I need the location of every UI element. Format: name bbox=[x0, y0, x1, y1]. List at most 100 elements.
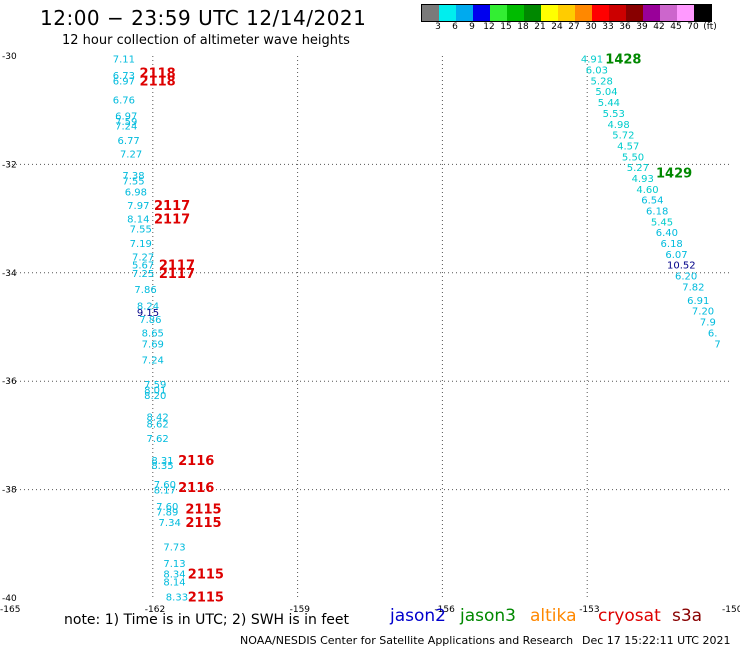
lon-tick-label: -150 bbox=[722, 605, 740, 615]
color-swatch bbox=[626, 5, 643, 21]
credit-line: NOAA/NESDIS Center for Satellite Applica… bbox=[240, 634, 574, 647]
lon-tick-label: -159 bbox=[290, 605, 311, 615]
swh-observation: 6.18 bbox=[661, 239, 683, 250]
swh-observation: 7.86 bbox=[139, 315, 161, 326]
swh-observation: 7.60 bbox=[154, 480, 176, 491]
lat-tick-label: -40 bbox=[2, 594, 17, 604]
color-swatch bbox=[694, 5, 711, 21]
swh-observation: 6.03 bbox=[586, 66, 608, 77]
swh-observation: 5.72 bbox=[612, 131, 634, 142]
color-scale-label: 9 bbox=[469, 22, 475, 32]
swh-observation: 8.31 bbox=[151, 456, 173, 467]
lat-tick-label: -34 bbox=[2, 269, 17, 279]
swh-observation: 7.20 bbox=[692, 307, 714, 318]
swh-observation: 7.62 bbox=[146, 434, 168, 445]
swh-observation: 8.17 bbox=[154, 486, 176, 497]
color-swatch bbox=[439, 5, 456, 21]
color-swatch bbox=[575, 5, 592, 21]
swh-observation: 7.24 bbox=[142, 356, 164, 367]
color-swatch bbox=[524, 5, 541, 21]
swh-observation: 7.60 bbox=[156, 502, 178, 513]
lat-tick-label: -32 bbox=[2, 160, 17, 170]
pass-number-label: 2118 bbox=[140, 74, 176, 89]
swh-observation: 8.35 bbox=[151, 461, 173, 472]
swh-observation: 8.62 bbox=[146, 419, 168, 430]
swh-observation: 7.38 bbox=[122, 171, 144, 182]
swh-observation: 8.33 bbox=[166, 592, 188, 603]
swh-observation: 6. bbox=[708, 328, 718, 339]
swh-observation: 7.27 bbox=[120, 150, 142, 161]
lon-tick-label: -156 bbox=[434, 605, 455, 615]
swh-observation: 7.11 bbox=[113, 55, 135, 66]
swh-observation: 4.98 bbox=[607, 120, 629, 131]
swh-observation: 7.89 bbox=[156, 507, 178, 518]
swh-observation: 7.55 bbox=[122, 177, 144, 188]
lon-tick-label: -153 bbox=[579, 605, 599, 615]
swh-observation: 5.67 bbox=[132, 261, 154, 272]
swh-observation: 8.42 bbox=[146, 412, 168, 423]
color-scale-label: 6 bbox=[452, 22, 458, 32]
swh-observation: 7.25 bbox=[132, 269, 154, 280]
swh-observation: 10.52 bbox=[667, 261, 696, 272]
legend-s3a: s3a bbox=[672, 606, 703, 626]
lon-tick-label: -162 bbox=[145, 605, 165, 615]
pass-number-label: 2117 bbox=[159, 259, 195, 274]
swh-observation: 7.69 bbox=[142, 339, 164, 350]
color-swatch bbox=[558, 5, 575, 21]
color-scale-label: (ft) bbox=[703, 22, 717, 32]
color-swatch bbox=[490, 5, 507, 21]
color-scale-label: 18 bbox=[517, 22, 529, 32]
pass-number-label: 2115 bbox=[185, 516, 221, 531]
pass-number-label: 2117 bbox=[154, 213, 190, 228]
color-swatch bbox=[507, 5, 524, 21]
swh-observation: 7.24 bbox=[115, 121, 137, 132]
legend-jason2: jason2 bbox=[390, 606, 446, 626]
swh-observation: 4.91 bbox=[581, 55, 603, 66]
legend-cryosat: cryosat bbox=[598, 606, 661, 626]
color-swatch bbox=[473, 5, 490, 21]
color-scale-label: 42 bbox=[653, 22, 665, 32]
swh-observation: 7.13 bbox=[163, 559, 185, 570]
swh-observation: 6.18 bbox=[646, 206, 668, 217]
page-title: 12:00 − 23:59 UTC 12/14/2021 bbox=[40, 6, 367, 30]
swh-observation: 7.86 bbox=[134, 285, 156, 296]
color-scale-label: 3 bbox=[435, 22, 441, 32]
swh-observation: 7.97 bbox=[127, 201, 149, 212]
swh-observation: 8.20 bbox=[144, 391, 166, 402]
swh-observation: 5.53 bbox=[603, 109, 625, 120]
swh-observation: 6.76 bbox=[113, 95, 135, 106]
pass-number-label: 2117 bbox=[159, 267, 195, 282]
color-scale-label: 21 bbox=[534, 22, 546, 32]
color-scale-label: 27 bbox=[568, 22, 580, 32]
pass-number-label: 2115 bbox=[185, 503, 221, 518]
generated-timestamp: Dec 17 15:22:11 UTC 2021 bbox=[582, 634, 731, 647]
swh-observation: 6.40 bbox=[656, 228, 678, 239]
swh-observation: 6.97 bbox=[113, 76, 135, 87]
swh-observation: 7 bbox=[714, 339, 720, 350]
swh-observation: 4.60 bbox=[636, 185, 658, 196]
swh-observation: 7.34 bbox=[159, 518, 181, 529]
pass-number-label: 2115 bbox=[188, 590, 224, 605]
lat-tick-label: -38 bbox=[2, 486, 17, 496]
pass-number-label: 2116 bbox=[178, 454, 214, 469]
swh-observation: 7.19 bbox=[130, 239, 152, 250]
swh-observation: 7.73 bbox=[163, 543, 185, 554]
color-swatch bbox=[456, 5, 473, 21]
swh-observation: 5.44 bbox=[598, 98, 620, 109]
legend-altika: altika bbox=[530, 606, 577, 626]
color-scale-label: 39 bbox=[636, 22, 648, 32]
swh-observation: 6.97 bbox=[115, 112, 137, 123]
color-scale-label: 12 bbox=[483, 22, 495, 32]
color-scale-label: 33 bbox=[602, 22, 614, 32]
swh-observation: 8.14 bbox=[127, 215, 149, 226]
color-scale-label: 24 bbox=[551, 22, 563, 32]
swh-observation: 8.24 bbox=[137, 301, 159, 312]
pass-number-label: 2115 bbox=[188, 568, 224, 583]
pass-number-label: 1428 bbox=[605, 53, 641, 68]
swh-observation: 6.20 bbox=[675, 272, 697, 283]
color-swatch bbox=[609, 5, 626, 21]
color-swatch bbox=[592, 5, 609, 21]
swh-observation: 6.77 bbox=[118, 136, 140, 147]
color-swatch bbox=[541, 5, 558, 21]
